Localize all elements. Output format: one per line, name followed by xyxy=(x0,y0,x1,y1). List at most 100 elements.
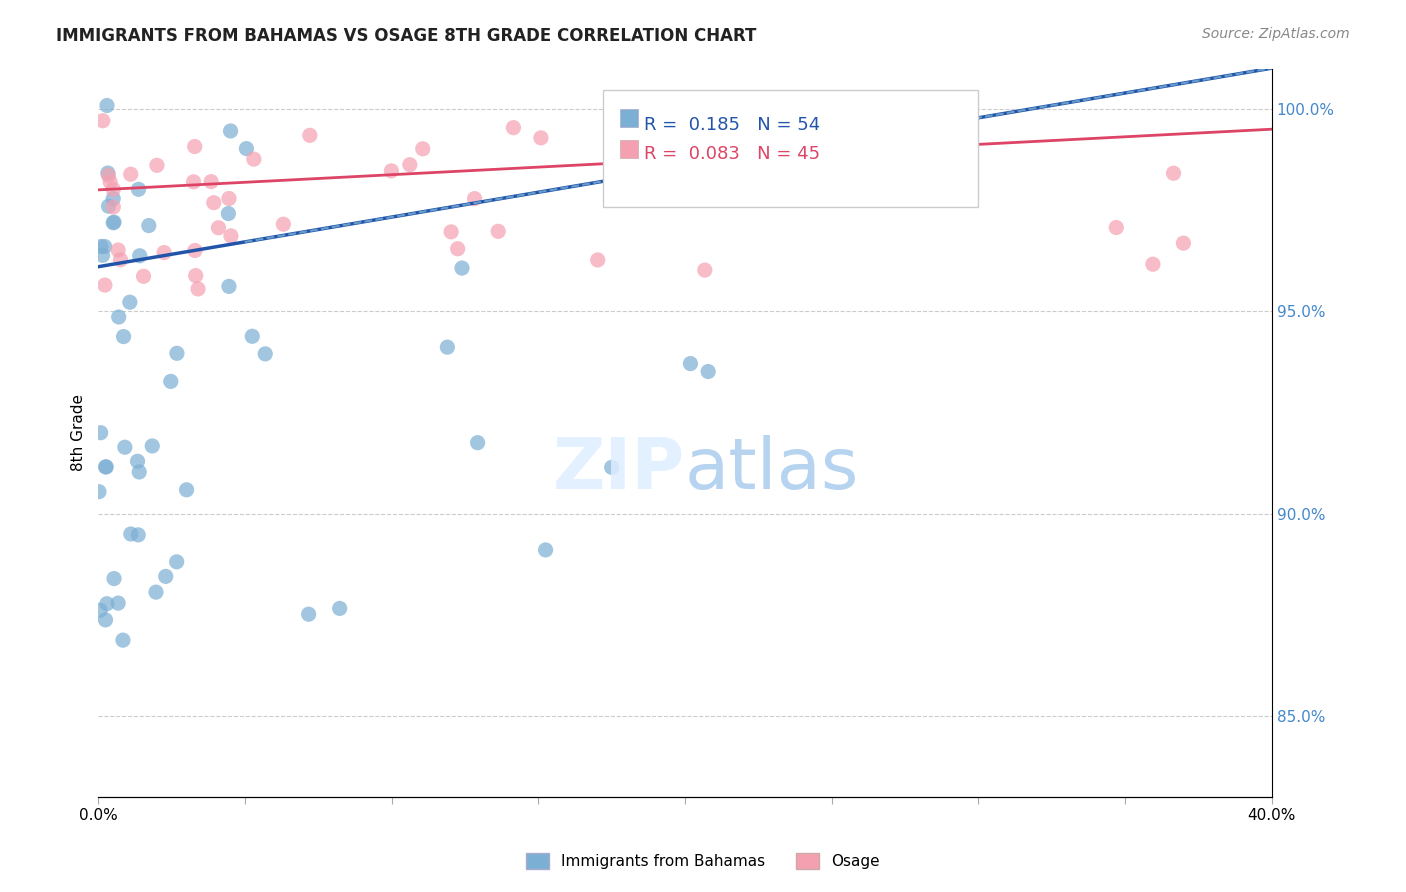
Immigrants from Bahamas xyxy=(329,601,352,615)
Immigrants from Bahamas xyxy=(145,585,167,599)
Immigrants from Bahamas xyxy=(89,603,111,617)
Immigrants from Bahamas xyxy=(219,124,242,138)
Osage xyxy=(243,152,266,166)
Immigrants from Bahamas xyxy=(155,569,177,583)
Immigrants from Bahamas xyxy=(96,597,118,611)
Immigrants from Bahamas xyxy=(114,440,136,454)
Osage xyxy=(486,224,509,238)
Osage xyxy=(218,192,240,206)
Immigrants from Bahamas xyxy=(235,142,257,156)
Osage xyxy=(676,126,699,140)
Immigrants from Bahamas xyxy=(217,206,239,220)
Immigrants from Bahamas xyxy=(127,454,149,468)
Osage xyxy=(693,263,716,277)
Immigrants from Bahamas xyxy=(436,340,458,354)
Text: atlas: atlas xyxy=(685,434,859,503)
Immigrants from Bahamas xyxy=(534,543,557,558)
Osage xyxy=(103,200,125,214)
Text: IMMIGRANTS FROM BAHAMAS VS OSAGE 8TH GRADE CORRELATION CHART: IMMIGRANTS FROM BAHAMAS VS OSAGE 8TH GRA… xyxy=(56,27,756,45)
Osage xyxy=(671,186,693,201)
Osage xyxy=(298,128,321,143)
Immigrants from Bahamas xyxy=(218,279,240,293)
Osage xyxy=(502,120,524,135)
Immigrants from Bahamas xyxy=(112,329,135,343)
Immigrants from Bahamas xyxy=(103,192,125,206)
Osage xyxy=(153,245,176,260)
Osage xyxy=(586,252,609,267)
Osage xyxy=(440,225,463,239)
Immigrants from Bahamas xyxy=(111,633,134,648)
Text: Source: ZipAtlas.com: Source: ZipAtlas.com xyxy=(1202,27,1350,41)
Text: ZIP: ZIP xyxy=(553,434,685,503)
Immigrants from Bahamas xyxy=(107,310,129,324)
Osage xyxy=(380,164,402,178)
Osage xyxy=(187,282,209,296)
FancyBboxPatch shape xyxy=(620,140,638,158)
Immigrants from Bahamas xyxy=(138,219,160,233)
Legend: Immigrants from Bahamas, Osage: Immigrants from Bahamas, Osage xyxy=(520,847,886,875)
Immigrants from Bahamas xyxy=(176,483,198,497)
Immigrants from Bahamas xyxy=(166,346,188,360)
Text: R =  0.083   N = 45: R = 0.083 N = 45 xyxy=(644,145,820,163)
Immigrants from Bahamas xyxy=(159,375,181,389)
Immigrants from Bahamas xyxy=(120,527,142,541)
Osage xyxy=(398,158,420,172)
Osage xyxy=(447,242,470,256)
Osage xyxy=(1105,220,1128,235)
Osage xyxy=(103,182,125,196)
Immigrants from Bahamas xyxy=(118,295,141,310)
Osage xyxy=(98,175,121,189)
Immigrants from Bahamas xyxy=(97,199,120,213)
Text: R =  0.185   N = 54: R = 0.185 N = 54 xyxy=(644,116,820,134)
Osage xyxy=(202,195,225,210)
Osage xyxy=(183,175,205,189)
Osage xyxy=(132,269,155,284)
Immigrants from Bahamas xyxy=(166,555,188,569)
Osage xyxy=(790,127,813,141)
Immigrants from Bahamas xyxy=(87,484,110,499)
Osage xyxy=(110,252,132,267)
Osage xyxy=(120,167,142,181)
Immigrants from Bahamas xyxy=(467,435,489,450)
Immigrants from Bahamas xyxy=(128,465,150,479)
Immigrants from Bahamas xyxy=(94,613,117,627)
Immigrants from Bahamas xyxy=(600,460,623,475)
Immigrants from Bahamas xyxy=(679,357,702,371)
Osage xyxy=(685,170,707,185)
Immigrants from Bahamas xyxy=(103,215,125,229)
Osage xyxy=(184,244,207,258)
Osage xyxy=(91,113,114,128)
Immigrants from Bahamas xyxy=(128,249,150,263)
Immigrants from Bahamas xyxy=(240,329,263,343)
Immigrants from Bahamas xyxy=(94,459,117,474)
Immigrants from Bahamas xyxy=(107,596,129,610)
Immigrants from Bahamas xyxy=(90,239,112,253)
Immigrants from Bahamas xyxy=(97,166,120,180)
Osage xyxy=(184,139,207,153)
Immigrants from Bahamas xyxy=(141,439,163,453)
Immigrants from Bahamas xyxy=(96,98,118,112)
Osage xyxy=(94,278,117,293)
Immigrants from Bahamas xyxy=(103,216,125,230)
Immigrants from Bahamas xyxy=(671,178,693,193)
Osage xyxy=(1163,166,1185,180)
Osage xyxy=(1173,236,1195,251)
Immigrants from Bahamas xyxy=(127,528,149,542)
Osage xyxy=(184,268,207,283)
Immigrants from Bahamas xyxy=(93,239,115,253)
Osage xyxy=(889,121,911,136)
Immigrants from Bahamas xyxy=(96,459,118,474)
Osage xyxy=(1142,257,1164,271)
Osage xyxy=(464,192,486,206)
Osage xyxy=(207,220,229,235)
Immigrants from Bahamas xyxy=(91,248,114,262)
Immigrants from Bahamas xyxy=(103,572,125,586)
Osage xyxy=(219,228,242,243)
Osage xyxy=(412,142,434,156)
Immigrants from Bahamas xyxy=(697,365,720,379)
Osage xyxy=(97,168,120,182)
Osage xyxy=(530,131,553,145)
Y-axis label: 8th Grade: 8th Grade xyxy=(72,394,86,471)
Immigrants from Bahamas xyxy=(714,92,737,106)
Immigrants from Bahamas xyxy=(90,425,112,440)
